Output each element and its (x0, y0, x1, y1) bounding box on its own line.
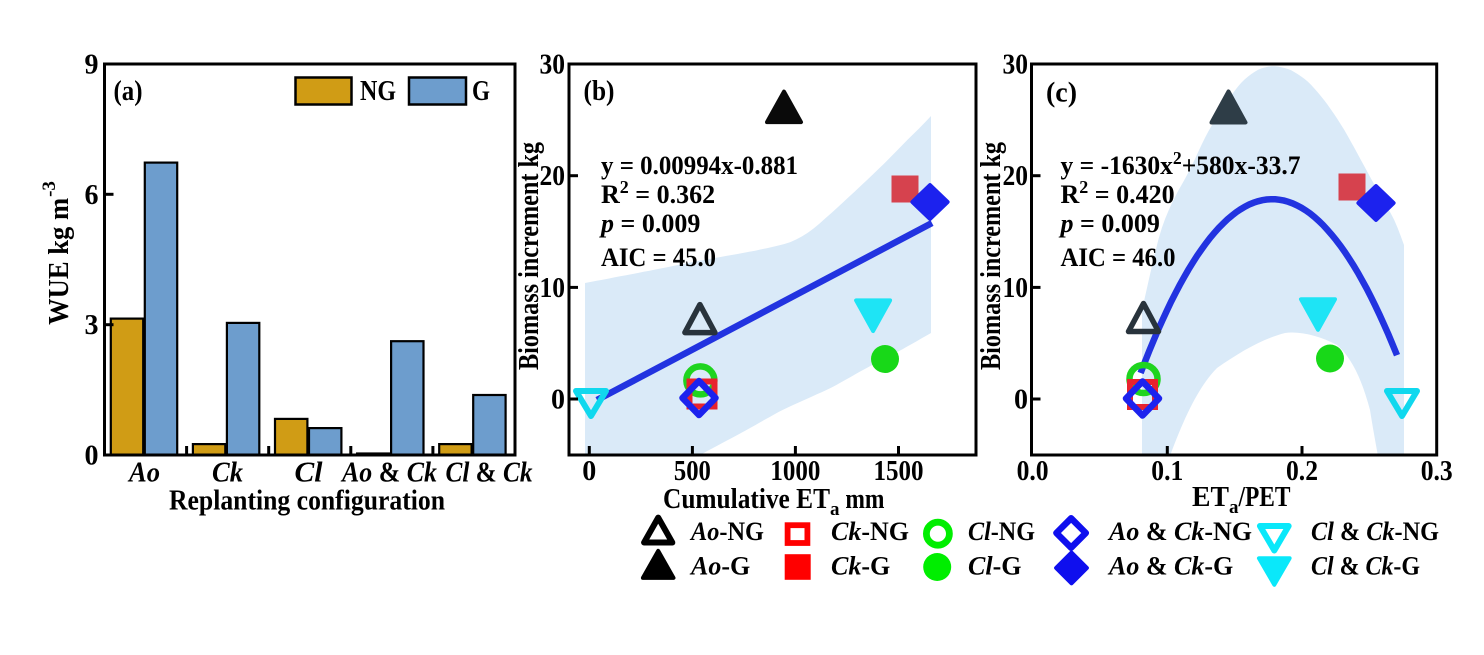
svg-text:10: 10 (540, 273, 566, 304)
svg-text:Ao & Ck: Ao & Ck (340, 458, 437, 489)
svg-text:9: 9 (85, 50, 99, 81)
svg-text:R2 = 0.420: R2 = 0.420 (1061, 177, 1175, 209)
svg-text:Ck-NG: Ck-NG (831, 517, 909, 546)
svg-text:0: 0 (551, 385, 565, 416)
svg-text:Cl & Ck-NG: Cl & Ck-NG (1311, 517, 1439, 546)
svg-text:30: 30 (540, 50, 566, 81)
svg-text:6: 6 (85, 180, 99, 211)
svg-text:Ao-G: Ao-G (689, 552, 750, 581)
svg-text:1000: 1000 (770, 456, 820, 487)
svg-text:Ck-G: Ck-G (831, 552, 890, 581)
svg-text:Biomass increment kg: Biomass increment kg (976, 142, 1007, 370)
svg-text:30: 30 (1003, 50, 1029, 81)
svg-text:Biomass increment kg: Biomass increment kg (514, 142, 545, 370)
svg-text:Cl-G: Cl-G (968, 552, 1021, 581)
svg-text:(b): (b) (584, 76, 615, 107)
svg-text:500: 500 (674, 456, 711, 487)
svg-text:20: 20 (1003, 161, 1029, 192)
svg-text:Ao & Ck-G: Ao & Ck-G (1107, 552, 1233, 581)
svg-text:0.0: 0.0 (1017, 456, 1049, 487)
svg-text:y = 0.00994x-0.881: y = 0.00994x-0.881 (601, 151, 798, 180)
svg-text:0.3: 0.3 (1421, 456, 1453, 487)
svg-text:Cl & Ck-G: Cl & Ck-G (1311, 552, 1420, 581)
svg-text:AIC = 45.0: AIC = 45.0 (601, 243, 716, 272)
svg-text:0.2: 0.2 (1286, 456, 1318, 487)
svg-text:Cl-NG: Cl-NG (968, 517, 1035, 546)
svg-text:Ao: Ao (127, 458, 160, 489)
svg-text:NG: NG (360, 76, 396, 107)
svg-text:3: 3 (85, 310, 99, 341)
svg-text:0: 0 (582, 456, 596, 487)
svg-text:WUE kg m-3: WUE kg m-3 (39, 181, 75, 325)
svg-text:Ao-NG: Ao-NG (689, 517, 764, 546)
svg-text:0.1: 0.1 (1151, 456, 1183, 487)
svg-text:1500: 1500 (874, 456, 924, 487)
svg-text:y = -1630x2+580x-33.7: y = -1630x2+580x-33.7 (1061, 148, 1301, 180)
svg-text:Cl & Ck: Cl & Ck (446, 458, 533, 489)
svg-text:AIC = 46.0: AIC = 46.0 (1061, 243, 1176, 272)
svg-text:10: 10 (1003, 273, 1029, 304)
svg-text:0: 0 (1014, 385, 1028, 416)
svg-text:p = 0.009: p = 0.009 (1059, 209, 1160, 238)
svg-text:20: 20 (540, 161, 566, 192)
svg-text:Ck: Ck (212, 458, 243, 489)
svg-text:0: 0 (85, 441, 99, 472)
svg-text:Ao & Ck-NG: Ao & Ck-NG (1107, 517, 1252, 546)
svg-text:G: G (472, 76, 490, 107)
svg-text:Cl: Cl (295, 458, 323, 489)
svg-text:ETa/PET: ETa/PET (1192, 482, 1291, 518)
svg-text:(a): (a) (114, 76, 143, 107)
svg-text:(c): (c) (1046, 78, 1077, 109)
svg-text:p = 0.009: p = 0.009 (599, 209, 700, 238)
svg-text:R2 = 0.362: R2 = 0.362 (601, 177, 715, 209)
svg-text:Cumulative ETa mm: Cumulative ETa mm (663, 484, 885, 520)
svg-text:Replanting configuration: Replanting configuration (169, 486, 445, 517)
